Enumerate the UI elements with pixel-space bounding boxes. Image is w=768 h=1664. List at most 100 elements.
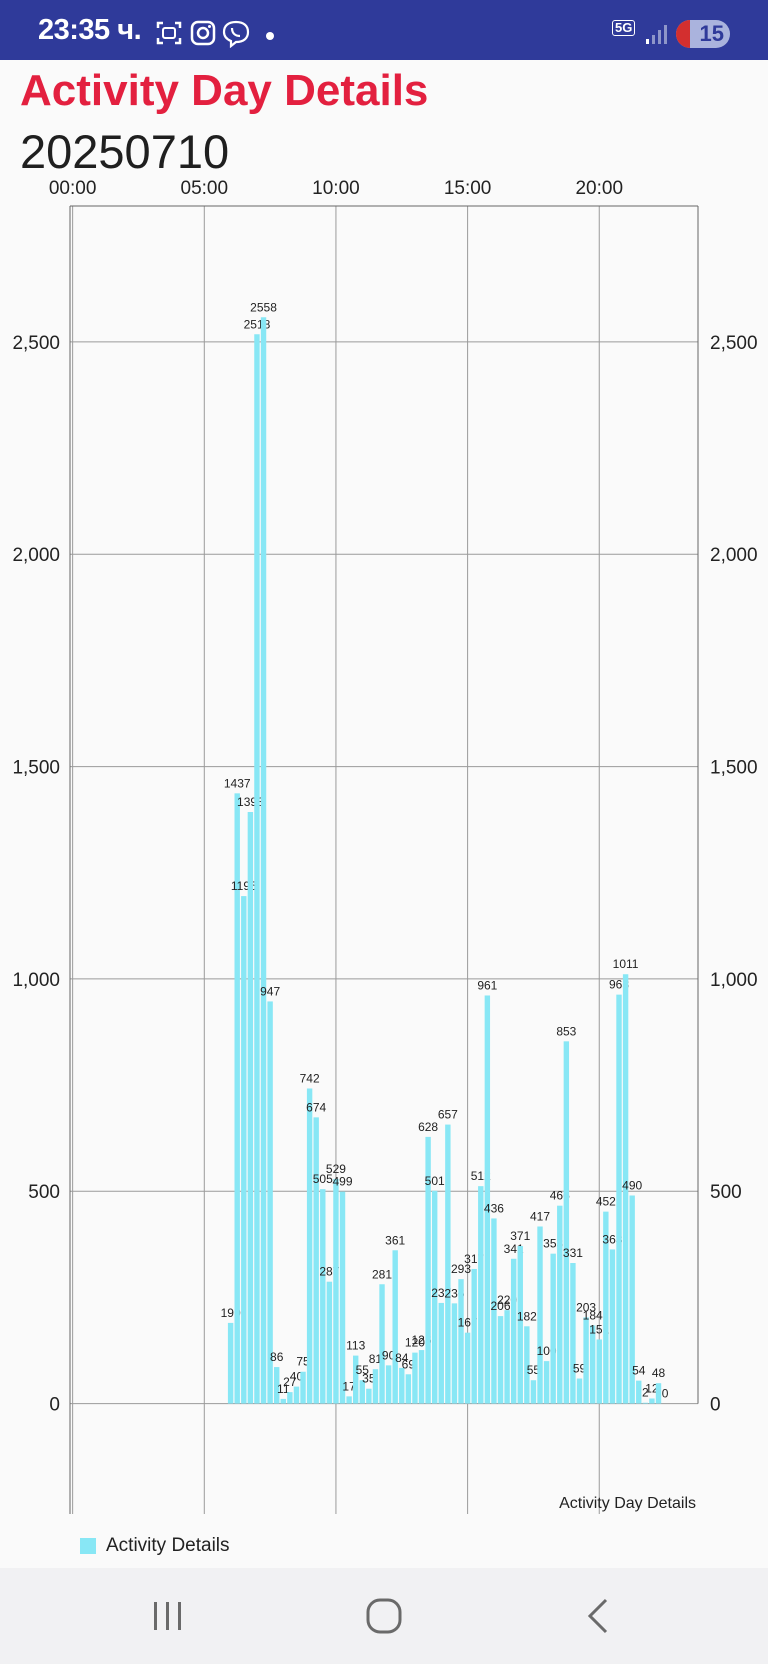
page-title: Activity Day Details: [20, 66, 429, 115]
bar: [346, 1396, 352, 1404]
bar: [339, 1191, 346, 1404]
bar-value-label: 90: [382, 1348, 396, 1362]
x-tick-label: 15:00: [444, 178, 492, 199]
bar: [649, 1398, 655, 1404]
bar-value-label: 120: [405, 1336, 425, 1350]
bar: [629, 1195, 635, 1404]
bar: [352, 1355, 359, 1404]
recent-apps-button[interactable]: [150, 1596, 186, 1636]
bar: [543, 1361, 550, 1404]
bar-value-label: 490: [622, 1178, 642, 1192]
y-tick-label-right: 2,000: [710, 545, 758, 566]
bar: [267, 1001, 273, 1404]
notification-dot: [266, 32, 274, 40]
y-tick-label-right: 500: [710, 1182, 742, 1203]
bar-value-label: 331: [563, 1246, 583, 1260]
y-tick-label-left: 0: [49, 1395, 60, 1416]
bar: [537, 1226, 543, 1404]
bar: [306, 1088, 313, 1404]
bar: [359, 1380, 365, 1404]
status-bar: 23:35 ч. 5G 15: [0, 0, 768, 60]
y-tick-label-left: 2,000: [12, 545, 60, 566]
y-tick-label-left: 500: [28, 1182, 60, 1203]
activity-chart: 0 0 500 500 1,000 1,000 1,500 1,500 2,000 2,000 2,…: [12, 178, 758, 1514]
bar: [320, 1189, 326, 1404]
bar: [464, 1332, 471, 1404]
bar: [517, 1246, 523, 1404]
bar: [576, 1378, 583, 1404]
bar: [557, 1205, 563, 1404]
bar-value-label: 55: [356, 1363, 370, 1377]
bar-value-label: 40: [290, 1370, 304, 1384]
bar-value-label: 81: [369, 1352, 383, 1366]
bar-value-label: 674: [306, 1100, 326, 1114]
bar: [274, 1367, 280, 1404]
bar: [530, 1380, 537, 1404]
back-button[interactable]: [584, 1596, 614, 1636]
bar-value-label: 505: [313, 1172, 333, 1186]
bar-value-label: 628: [418, 1120, 438, 1134]
bar-value-label: 436: [484, 1201, 504, 1215]
bar: [392, 1250, 398, 1404]
bar: [379, 1284, 385, 1404]
y-tick-label-right: 1,000: [710, 970, 758, 991]
bar-value-label: 84: [395, 1351, 409, 1365]
bar: [589, 1325, 596, 1404]
bar: [451, 1303, 458, 1404]
bar: [478, 1186, 484, 1404]
bar: [227, 1322, 234, 1404]
bar: [445, 1124, 451, 1404]
bar-value-label: 12: [645, 1381, 659, 1395]
bar: [412, 1352, 418, 1404]
bar: [484, 995, 491, 1404]
bar-value-label: 501: [425, 1174, 445, 1188]
bar: [458, 1279, 464, 1404]
bar-value-label: 206: [491, 1299, 511, 1313]
bar: [287, 1392, 293, 1404]
bar-value-label: 11: [277, 1382, 290, 1396]
legend-label: Activity Details: [106, 1535, 230, 1556]
page-date: 20250710: [20, 125, 230, 178]
bar: [300, 1371, 306, 1404]
bar: [563, 1041, 570, 1404]
bar-value-label: 35: [362, 1372, 376, 1386]
bar-value-label: 1011: [613, 957, 639, 971]
home-button[interactable]: [364, 1596, 404, 1636]
bar-value-label: 48: [652, 1366, 666, 1380]
battery-low-indicator: [676, 20, 690, 48]
bar-value-label: 293: [451, 1262, 471, 1276]
navigation-bar: [0, 1568, 768, 1664]
instagram-icon: [190, 20, 216, 46]
bar-value-label: 742: [300, 1071, 320, 1085]
battery-icon: 15: [676, 20, 730, 48]
legend-swatch: [80, 1538, 96, 1554]
status-time: 23:35 ч.: [38, 14, 142, 46]
bar: [326, 1281, 333, 1404]
y-tick-label-right: 1,500: [710, 758, 758, 779]
bar-value-label: 55: [527, 1363, 541, 1377]
bar-value-label: 69: [402, 1357, 416, 1371]
bar: [622, 974, 629, 1404]
bar: [636, 1380, 642, 1404]
bar-value-label: 184: [583, 1308, 603, 1322]
bar: [510, 1258, 517, 1404]
bar-value-label: 371: [510, 1229, 530, 1243]
bar-value-label: 203: [576, 1300, 596, 1314]
battery-level: 15: [699, 21, 724, 46]
bar-value-label: 59: [573, 1362, 587, 1376]
x-tick-label: 10:00: [312, 178, 360, 199]
bar: [504, 1310, 510, 1404]
bar: [609, 1249, 616, 1404]
bar-value-label: 947: [260, 984, 280, 998]
bar-value-label: 17: [342, 1379, 356, 1393]
signal-icon: [646, 25, 667, 44]
bar: [366, 1388, 372, 1404]
y-tick-label-right: 0: [710, 1395, 721, 1416]
bar: [431, 1190, 438, 1404]
bar: [596, 1339, 602, 1404]
bar: [418, 1350, 425, 1404]
bar: [247, 812, 254, 1404]
bar-value-label: 529: [326, 1162, 346, 1176]
bar: [385, 1365, 392, 1404]
bar-value-label: 1437: [224, 776, 251, 790]
